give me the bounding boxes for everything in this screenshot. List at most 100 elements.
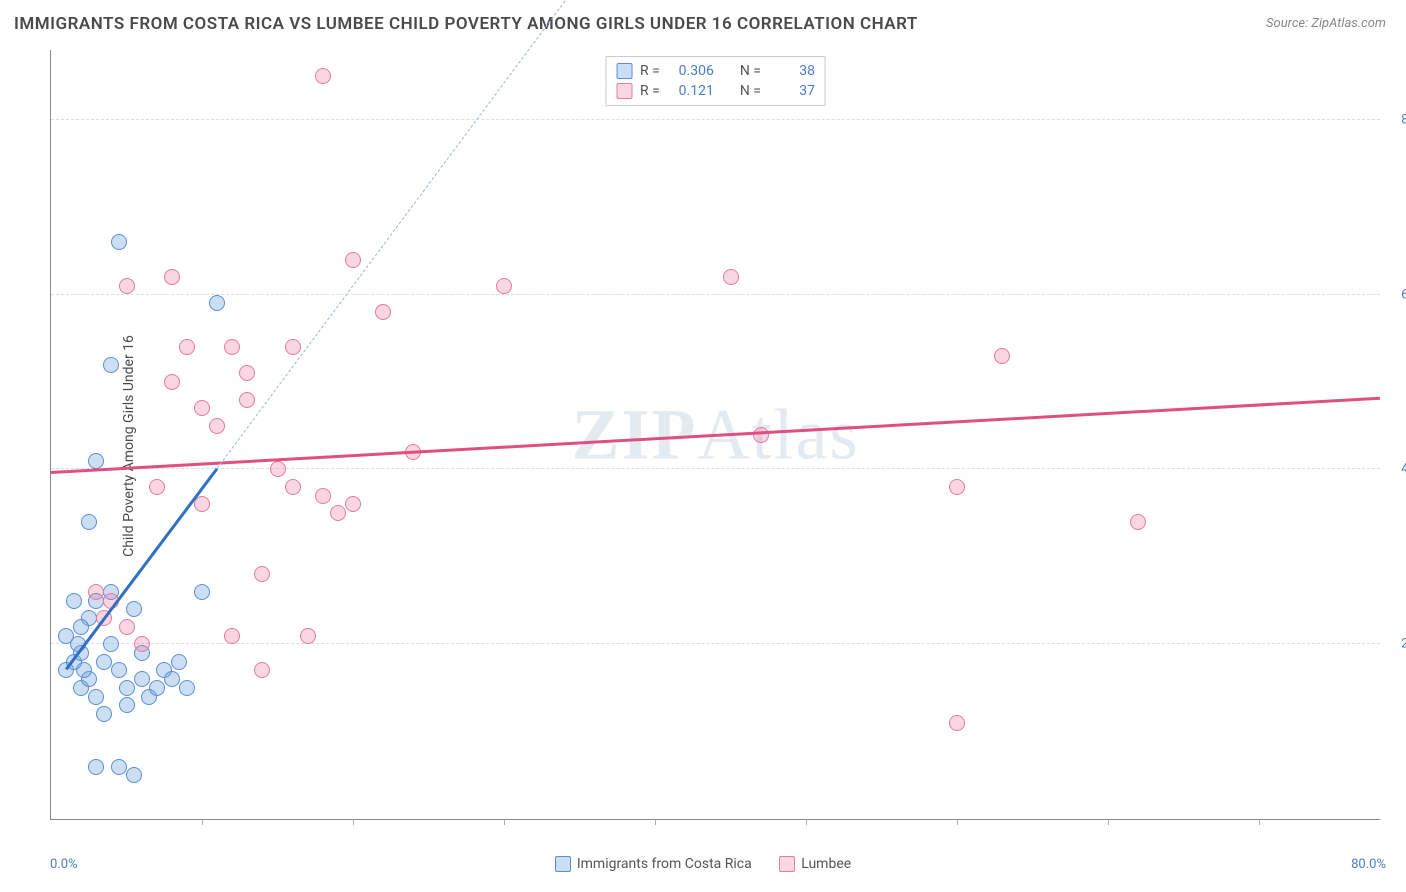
data-point bbox=[149, 479, 165, 495]
gridline bbox=[51, 119, 1380, 120]
n-value-series2: 37 bbox=[769, 83, 815, 99]
data-point bbox=[126, 767, 142, 783]
data-point bbox=[1130, 514, 1146, 530]
data-point bbox=[119, 278, 135, 294]
x-tick bbox=[957, 819, 958, 825]
x-tick bbox=[806, 819, 807, 825]
legend-item-series1: Immigrants from Costa Rica bbox=[555, 856, 752, 872]
data-point bbox=[753, 427, 769, 443]
data-point bbox=[88, 759, 104, 775]
legend: Immigrants from Costa Rica Lumbee bbox=[0, 856, 1406, 876]
data-point bbox=[73, 619, 89, 635]
data-point bbox=[119, 619, 135, 635]
n-value-series1: 38 bbox=[769, 63, 815, 79]
data-point bbox=[994, 348, 1010, 364]
r-label: R = bbox=[640, 83, 660, 99]
r-value-series1: 0.306 bbox=[668, 63, 714, 79]
data-point bbox=[254, 662, 270, 678]
gridline bbox=[51, 643, 1380, 644]
data-point bbox=[254, 566, 270, 582]
y-tick-label: 20.0% bbox=[1386, 637, 1406, 652]
data-point bbox=[134, 636, 150, 652]
legend-swatch-series1 bbox=[555, 856, 571, 872]
data-point bbox=[164, 671, 180, 687]
data-point bbox=[149, 680, 165, 696]
data-point bbox=[164, 269, 180, 285]
data-point bbox=[949, 479, 965, 495]
data-point bbox=[723, 269, 739, 285]
r-label: R = bbox=[640, 63, 660, 79]
y-tick-label: 80.0% bbox=[1386, 112, 1406, 127]
n-label: N = bbox=[740, 83, 761, 99]
legend-item-series2: Lumbee bbox=[779, 856, 851, 872]
scatter-plot: ZIPAtlas R = 0.306 N = 38 R = 0.121 N = … bbox=[50, 50, 1380, 820]
data-point bbox=[119, 680, 135, 696]
data-point bbox=[103, 357, 119, 373]
data-point bbox=[76, 662, 92, 678]
data-point bbox=[345, 496, 361, 512]
y-tick-label: 40.0% bbox=[1386, 462, 1406, 477]
gridline bbox=[51, 294, 1380, 295]
data-point bbox=[209, 418, 225, 434]
x-tick bbox=[202, 819, 203, 825]
data-point bbox=[239, 365, 255, 381]
x-tick bbox=[1108, 819, 1109, 825]
data-point bbox=[330, 505, 346, 521]
x-tick bbox=[504, 819, 505, 825]
data-point bbox=[103, 636, 119, 652]
legend-label-series1: Immigrants from Costa Rica bbox=[577, 856, 752, 872]
x-tick bbox=[353, 819, 354, 825]
stats-swatch-series1 bbox=[616, 63, 632, 79]
data-point bbox=[194, 584, 210, 600]
data-point bbox=[111, 662, 127, 678]
gridline bbox=[51, 468, 1380, 469]
data-point bbox=[179, 339, 195, 355]
trendline bbox=[51, 397, 1380, 474]
x-tick bbox=[1259, 819, 1260, 825]
stats-row-series1: R = 0.306 N = 38 bbox=[616, 61, 815, 81]
trendline-dashed bbox=[217, 0, 641, 469]
x-tick bbox=[655, 819, 656, 825]
r-value-series2: 0.121 bbox=[668, 83, 714, 99]
data-point bbox=[496, 278, 512, 294]
data-point bbox=[375, 304, 391, 320]
data-point bbox=[126, 601, 142, 617]
data-point bbox=[96, 706, 112, 722]
data-point bbox=[96, 654, 112, 670]
data-point bbox=[179, 680, 195, 696]
data-point bbox=[285, 339, 301, 355]
data-point bbox=[88, 453, 104, 469]
data-point bbox=[111, 234, 127, 250]
data-point bbox=[88, 584, 104, 600]
data-point bbox=[194, 496, 210, 512]
data-point bbox=[119, 697, 135, 713]
data-point bbox=[209, 295, 225, 311]
data-point bbox=[164, 374, 180, 390]
legend-swatch-series2 bbox=[779, 856, 795, 872]
data-point bbox=[285, 479, 301, 495]
data-point bbox=[134, 671, 150, 687]
data-point bbox=[111, 759, 127, 775]
correlation-stats-box: R = 0.306 N = 38 R = 0.121 N = 37 bbox=[605, 56, 826, 106]
source-label: Source: ZipAtlas.com bbox=[1266, 16, 1386, 31]
chart-title: IMMIGRANTS FROM COSTA RICA VS LUMBEE CHI… bbox=[14, 14, 918, 34]
y-tick-label: 60.0% bbox=[1386, 287, 1406, 302]
data-point bbox=[315, 68, 331, 84]
data-point bbox=[300, 628, 316, 644]
data-point bbox=[270, 461, 286, 477]
data-point bbox=[345, 252, 361, 268]
data-point bbox=[949, 715, 965, 731]
n-label: N = bbox=[740, 63, 761, 79]
data-point bbox=[81, 514, 97, 530]
data-point bbox=[194, 400, 210, 416]
data-point bbox=[224, 339, 240, 355]
stats-row-series2: R = 0.121 N = 37 bbox=[616, 81, 815, 101]
data-point bbox=[88, 689, 104, 705]
legend-label-series2: Lumbee bbox=[801, 856, 851, 872]
data-point bbox=[239, 392, 255, 408]
data-point bbox=[171, 654, 187, 670]
data-point bbox=[224, 628, 240, 644]
data-point bbox=[315, 488, 331, 504]
stats-swatch-series2 bbox=[616, 83, 632, 99]
data-point bbox=[66, 593, 82, 609]
